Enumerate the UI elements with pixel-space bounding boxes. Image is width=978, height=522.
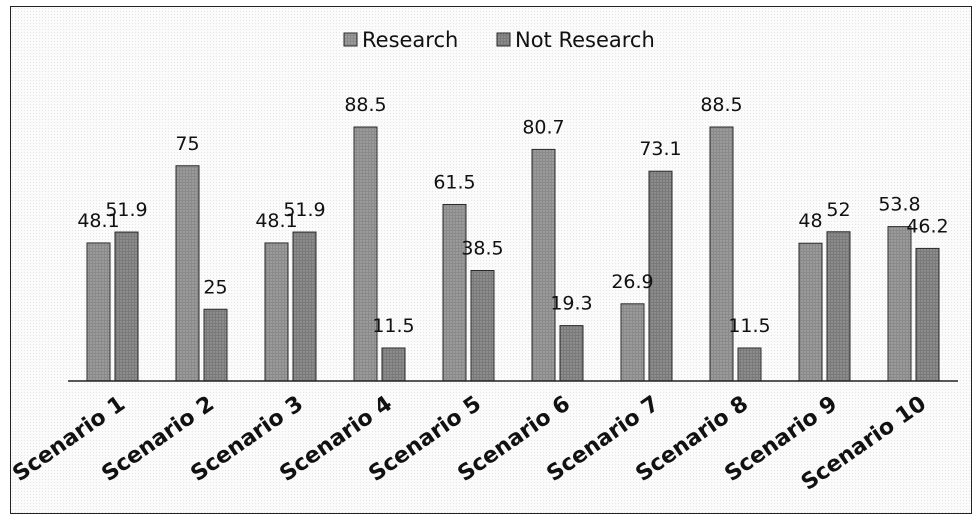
bar-research-scenario-6: [531, 148, 556, 382]
bar-not-research-scenario-6: [559, 325, 584, 382]
bars: [86, 126, 940, 382]
value-label-research-scenario-7: 26.9: [611, 271, 653, 293]
bar-research-scenario-5: [442, 203, 467, 382]
bar-not-research-scenario-8: [737, 347, 762, 382]
bar-research-scenario-9: [798, 242, 823, 382]
bar-not-research-scenario-10: [915, 247, 940, 382]
bar-not-research-scenario-9: [826, 231, 851, 382]
value-label-not-research-scenario-3: 51.9: [283, 199, 325, 221]
value-label-research-scenario-5: 61.5: [433, 171, 475, 193]
legend-label-research: Research: [362, 28, 458, 52]
value-label-research-scenario-2: 75: [175, 133, 199, 155]
bar-not-research-scenario-1: [114, 231, 139, 382]
value-label-research-scenario-10: 53.8: [878, 194, 920, 216]
value-label-not-research-scenario-6: 19.3: [550, 293, 592, 315]
value-label-not-research-scenario-1: 51.9: [105, 199, 147, 221]
value-label-research-scenario-6: 80.7: [522, 116, 564, 138]
value-label-research-scenario-8: 88.5: [700, 94, 742, 116]
value-label-not-research-scenario-8: 11.5: [728, 315, 770, 337]
value-label-not-research-scenario-5: 38.5: [461, 238, 503, 260]
legend: Research Not Research: [343, 28, 655, 52]
value-label-not-research-scenario-9: 52: [826, 199, 850, 221]
value-label-research-scenario-4: 88.5: [344, 94, 386, 116]
bar-not-research-scenario-2: [203, 308, 228, 382]
legend-swatch-research: [343, 32, 358, 47]
bar-research-scenario-8: [709, 126, 734, 382]
bar-research-scenario-10: [887, 226, 912, 382]
value-label-research-scenario-1: 48.1: [77, 210, 119, 232]
bar-research-scenario-2: [175, 165, 200, 382]
bar-research-scenario-1: [86, 242, 111, 382]
bar-research-scenario-7: [620, 303, 645, 382]
legend-swatch-not-research: [496, 32, 511, 47]
bar-not-research-scenario-4: [381, 347, 406, 382]
value-label-not-research-scenario-10: 46.2: [906, 215, 948, 237]
value-label-research-scenario-3: 48.1: [255, 210, 297, 232]
value-label-not-research-scenario-4: 11.5: [372, 315, 414, 337]
bar-not-research-scenario-3: [292, 231, 317, 382]
value-label-not-research-scenario-2: 25: [203, 276, 227, 298]
value-label-not-research-scenario-7: 73.1: [639, 138, 681, 160]
bar-research-scenario-3: [264, 242, 289, 382]
bar-research-scenario-4: [353, 126, 378, 382]
bar-not-research-scenario-5: [470, 270, 495, 382]
value-labels: 48.151.9752548.151.988.511.561.538.580.7…: [77, 94, 948, 337]
value-label-research-scenario-9: 48: [798, 210, 822, 232]
legend-label-not-research: Not Research: [515, 28, 655, 52]
